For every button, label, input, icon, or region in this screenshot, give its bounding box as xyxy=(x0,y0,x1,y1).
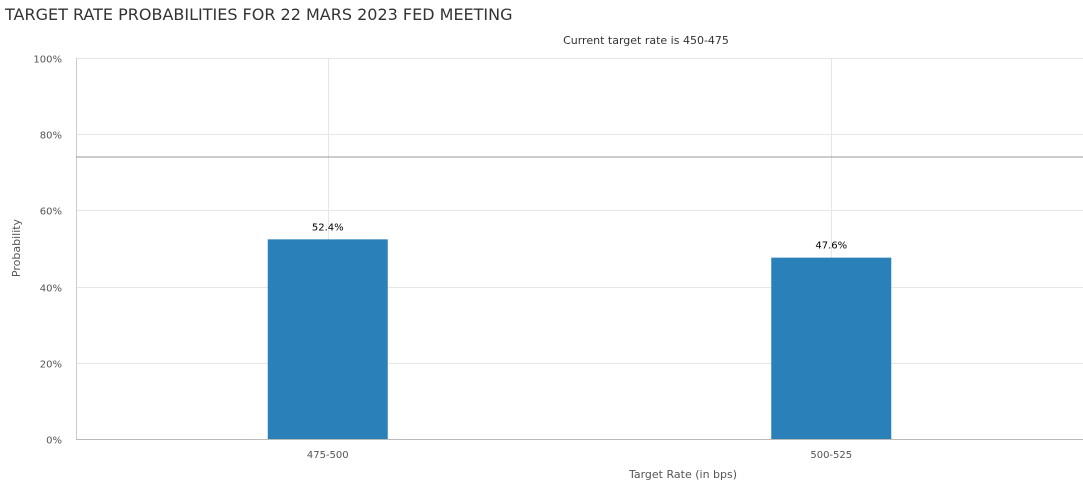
x-axis-title: Target Rate (in bps) xyxy=(628,468,737,481)
y-axis-ticks: 0% 20% 40% 60% 80% 100% xyxy=(33,55,62,447)
y-axis-title: Probability xyxy=(10,218,23,277)
bars: 52.4% 47.6% xyxy=(267,222,892,439)
data-label: 52.4% xyxy=(312,222,344,233)
y-tick-label: 0% xyxy=(46,436,62,447)
x-tick-label: 475-500 xyxy=(307,450,349,461)
chart-subtitle: Current target rate is 450-475 xyxy=(563,34,729,47)
x-axis-ticks: 475-500 500-525 xyxy=(307,450,852,461)
data-label: 47.6% xyxy=(815,241,847,252)
chart-title: TARGET RATE PROBABILITIES FOR 22 MARS 20… xyxy=(5,5,513,24)
y-tick-label: 60% xyxy=(40,207,62,218)
y-tick-label: 20% xyxy=(40,360,62,371)
y-tick-label: 80% xyxy=(40,131,62,142)
gridlines xyxy=(76,58,1083,440)
y-tick-label: 100% xyxy=(33,55,62,66)
y-tick-label: 40% xyxy=(40,284,62,295)
bar xyxy=(267,239,388,439)
x-tick-label: 500-525 xyxy=(810,450,852,461)
bar xyxy=(771,257,892,439)
